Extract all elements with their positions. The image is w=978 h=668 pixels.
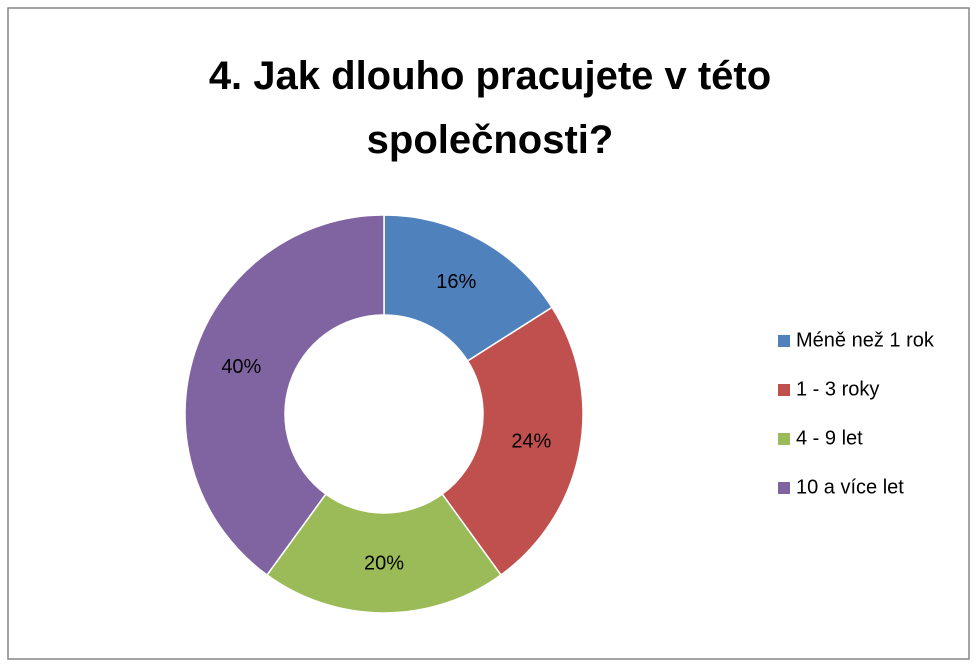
legend-label: 4 - 9 let xyxy=(796,427,863,449)
donut-slice xyxy=(441,306,584,577)
legend-label: 1 - 3 roky xyxy=(796,378,879,400)
chart-title: 4. Jak dlouho pracujete v této společnos… xyxy=(208,54,772,162)
donut-slice xyxy=(265,493,503,614)
data-label: 24% xyxy=(511,430,551,452)
data-label: 16% xyxy=(436,271,476,293)
donut-slice xyxy=(184,214,385,577)
legend-swatch xyxy=(778,433,790,445)
data-label: 40% xyxy=(221,356,261,378)
legend-swatch xyxy=(778,335,790,347)
legend-swatch xyxy=(778,384,790,396)
legend-label: Méně než 1 rok xyxy=(796,329,935,351)
data-label: 20% xyxy=(364,552,404,574)
legend-swatch xyxy=(778,482,790,494)
legend-label: 10 a více let xyxy=(796,476,904,498)
donut-slice xyxy=(383,214,554,362)
